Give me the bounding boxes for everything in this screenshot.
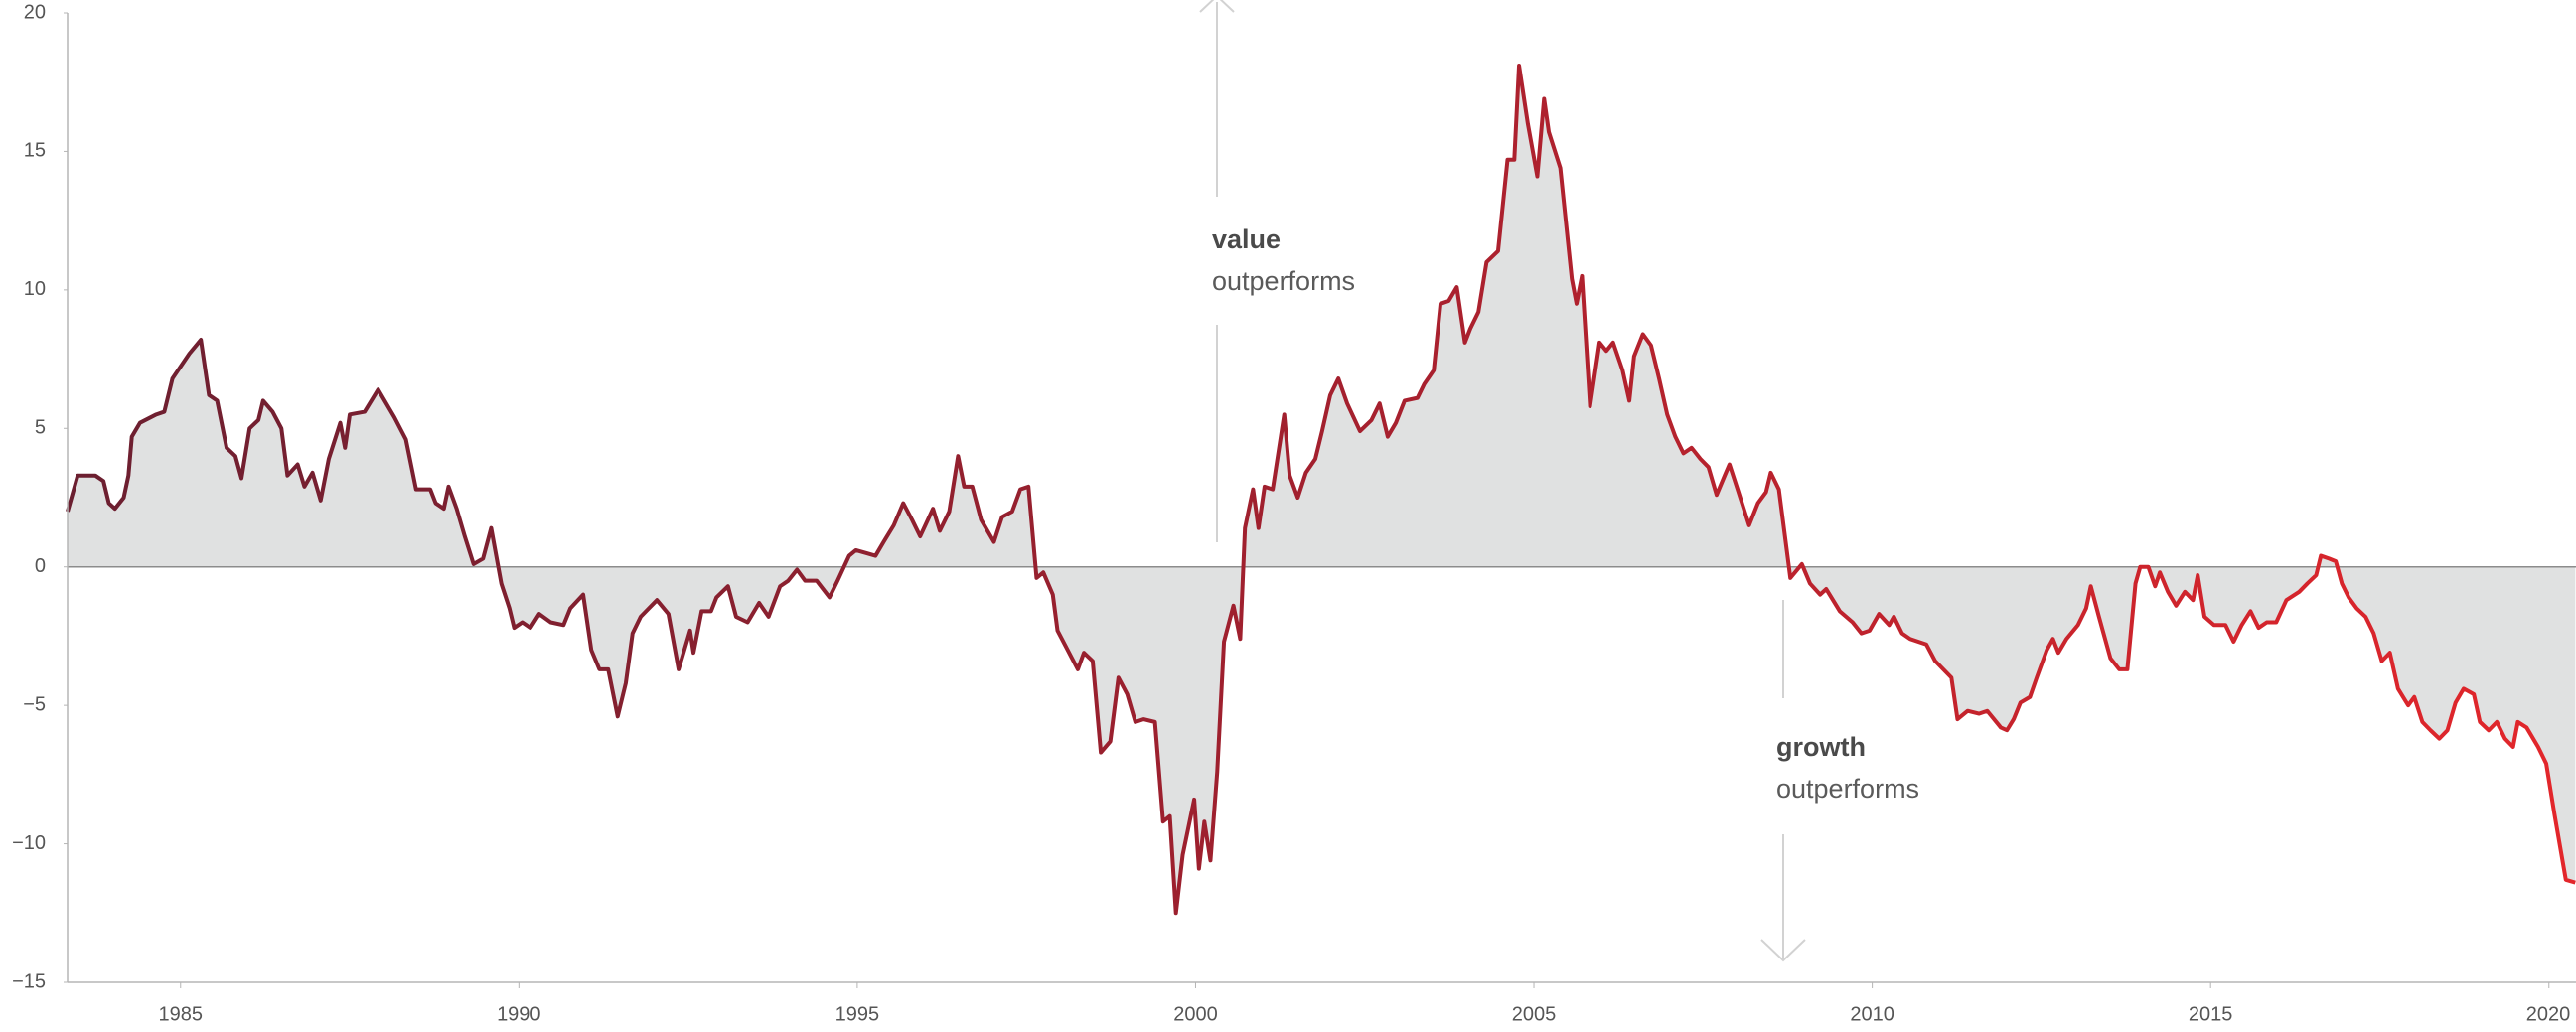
- line: [66, 63, 2576, 916]
- y-tick-label: −15: [12, 970, 46, 992]
- y-tick-label: 10: [24, 278, 46, 300]
- annotation-bold: growth: [1776, 732, 1866, 762]
- arrow-head: [1760, 939, 1806, 962]
- x-tick-label: 1985: [159, 1003, 204, 1025]
- arrow-head: [1199, 0, 1235, 13]
- x-tick-label: 1995: [835, 1003, 880, 1025]
- x-tick-label: 1990: [497, 1003, 541, 1025]
- y-tick-label: −5: [23, 693, 46, 715]
- annotation-text: outperforms: [1776, 774, 1919, 804]
- y-tick-label: 5: [35, 417, 46, 439]
- area: [68, 65, 2576, 914]
- x-tick-label: 2005: [1512, 1003, 1557, 1025]
- x-tick-label: 2000: [1173, 1003, 1218, 1025]
- x-tick-label: 2015: [2189, 1003, 2233, 1025]
- y-tick-label: 0: [35, 555, 46, 577]
- annotation-arrows: [1199, 0, 1806, 962]
- x-tick-label: 2020: [2526, 1003, 2571, 1025]
- y-tick-label: 15: [24, 140, 46, 162]
- annotation-text: outperforms: [1212, 266, 1355, 296]
- y-tick-label: 20: [24, 1, 46, 23]
- annotation-bold: value: [1212, 224, 1281, 254]
- x-tick-label: 2010: [1850, 1003, 1894, 1025]
- y-tick-label: −10: [12, 832, 46, 854]
